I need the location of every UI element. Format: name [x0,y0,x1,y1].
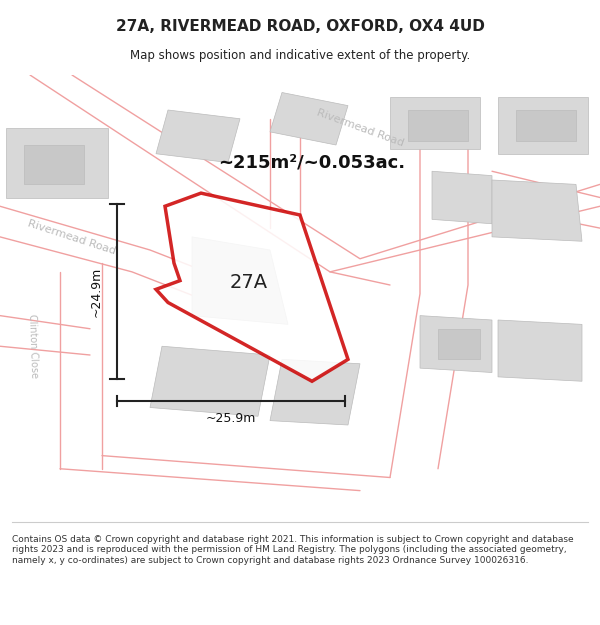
Text: Rivermead Road: Rivermead Road [315,107,405,148]
Polygon shape [270,92,348,145]
Text: Map shows position and indicative extent of the property.: Map shows position and indicative extent… [130,49,470,62]
Text: 27A, RIVERMEAD ROAD, OXFORD, OX4 4UD: 27A, RIVERMEAD ROAD, OXFORD, OX4 4UD [116,19,484,34]
Polygon shape [498,320,582,381]
Polygon shape [492,180,582,241]
Polygon shape [498,97,588,154]
Text: ~215m²/~0.053ac.: ~215m²/~0.053ac. [218,154,406,171]
Text: ~25.9m: ~25.9m [206,412,256,425]
Polygon shape [420,316,492,372]
Polygon shape [156,110,240,162]
Polygon shape [24,145,84,184]
Text: Rivermead Road: Rivermead Road [27,218,117,256]
Polygon shape [6,127,108,198]
Polygon shape [192,237,288,324]
Text: ~24.9m: ~24.9m [89,266,103,317]
Text: Contains OS data © Crown copyright and database right 2021. This information is : Contains OS data © Crown copyright and d… [12,535,574,565]
Polygon shape [390,97,480,149]
Polygon shape [408,110,468,141]
Polygon shape [432,171,492,224]
Text: Clinton Close: Clinton Close [27,314,39,379]
Polygon shape [438,329,480,359]
Polygon shape [156,193,348,381]
Text: 27A: 27A [230,273,268,292]
Polygon shape [516,110,576,141]
Polygon shape [270,359,360,425]
Polygon shape [150,346,270,416]
